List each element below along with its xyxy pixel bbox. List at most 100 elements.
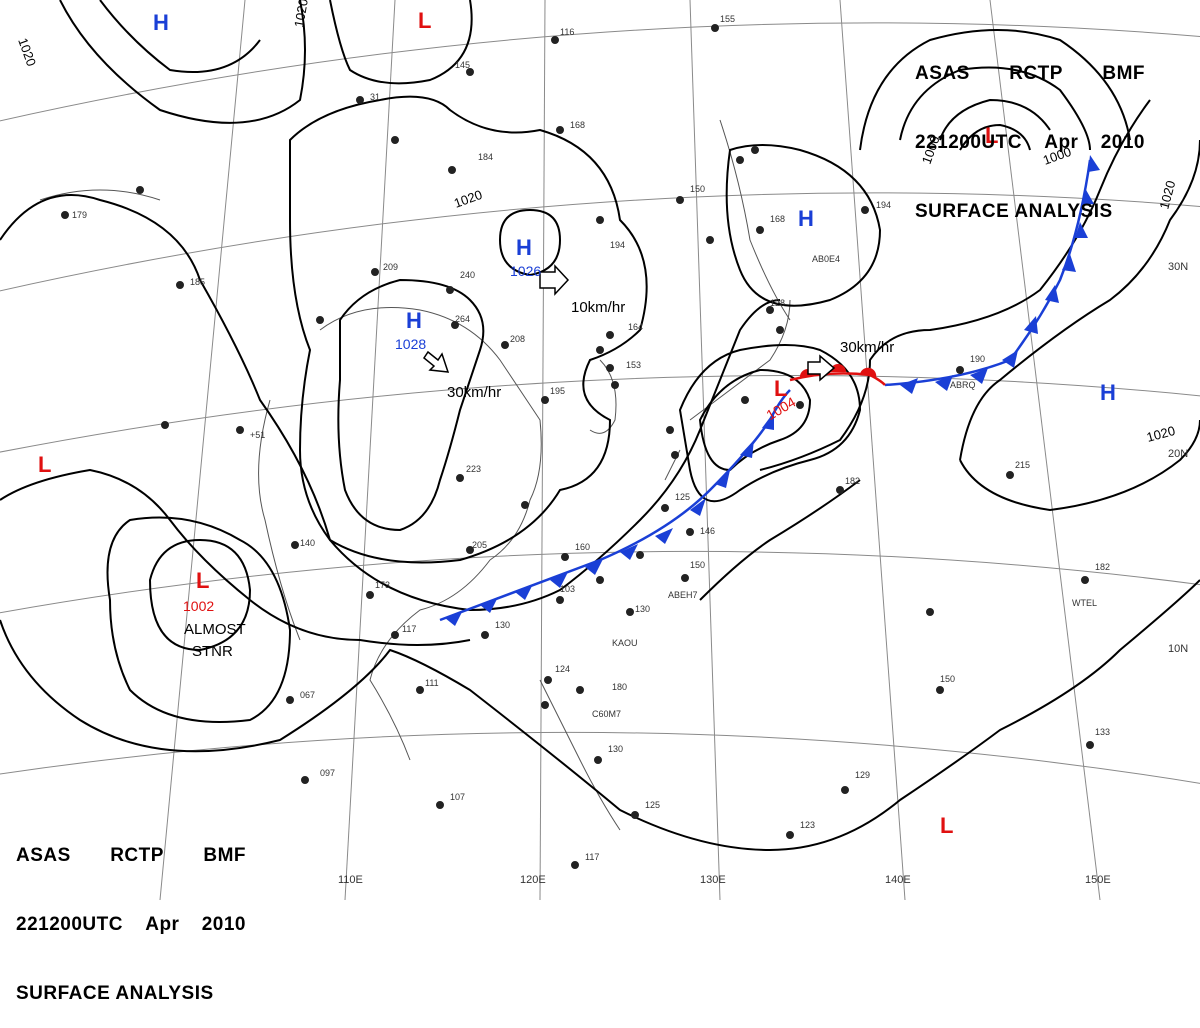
header-agency: ASAS	[16, 845, 71, 866]
svg-text:209: 209	[383, 262, 398, 272]
svg-text:205: 205	[472, 540, 487, 550]
header-month: Apr	[145, 914, 180, 935]
header-year: 2010	[1100, 132, 1145, 153]
movement-arrow	[539, 264, 570, 296]
stationary-note: STNR	[192, 643, 233, 660]
header-line-2: 221200UTC Apr 2010	[915, 131, 1145, 154]
movement-arrow	[807, 354, 836, 382]
header-time: 221200UTC	[915, 132, 1022, 153]
warm-front	[789, 364, 886, 386]
header-agency: ASAS	[915, 63, 970, 84]
header-month: Apr	[1044, 132, 1079, 153]
longitude-grid	[159, 0, 1101, 900]
longitude-label: 150E	[1085, 874, 1111, 886]
svg-text:133: 133	[1095, 727, 1110, 737]
station-id: WTEL	[1072, 598, 1097, 608]
svg-text:117: 117	[402, 624, 416, 634]
svg-text:195: 195	[550, 386, 565, 396]
pressure-value: 1002	[183, 598, 214, 614]
low-pressure-label: L	[940, 813, 953, 838]
header-year: 2010	[201, 914, 246, 935]
weather-map: 155 116 145 31 184 168 194 150 168 194 179 185 2…	[0, 0, 1200, 900]
svg-text:116: 116	[560, 27, 574, 37]
svg-text:129: 129	[855, 770, 870, 780]
header-line-2: 221200UTC Apr 2010	[16, 913, 246, 936]
movement-arrows	[422, 264, 836, 382]
svg-text:208: 208	[510, 334, 525, 344]
svg-text:150: 150	[690, 560, 705, 570]
station-id: ABRQ	[950, 380, 976, 390]
station-plots	[61, 24, 1094, 869]
low-pressure-label: L	[38, 452, 51, 477]
isobar-label: 1020	[291, 0, 311, 29]
isobars	[0, 0, 1200, 852]
high-pressure-label: H	[516, 235, 532, 260]
svg-text:264: 264	[455, 314, 470, 324]
header-code: BMF	[203, 845, 246, 866]
svg-text:130: 130	[608, 744, 623, 754]
svg-text:155: 155	[720, 14, 735, 24]
movement-label: 30km/hr	[447, 384, 501, 401]
station-id: C60M7	[592, 709, 621, 719]
svg-text:173: 173	[375, 580, 390, 590]
svg-text:150: 150	[940, 674, 955, 684]
svg-text:168: 168	[770, 214, 785, 224]
svg-text:111: 111	[425, 678, 439, 688]
movement-arrow	[422, 350, 450, 373]
svg-text:194: 194	[610, 240, 625, 250]
pressure-systems: H L H 1026 H 1028 L 1002 L L 1004 H L H …	[38, 8, 1116, 838]
svg-text:+51: +51	[250, 430, 265, 440]
latitude-label: 20N	[1168, 448, 1188, 460]
svg-text:125: 125	[675, 492, 690, 502]
longitude-label: 130E	[700, 874, 726, 886]
svg-text:182: 182	[1095, 562, 1110, 572]
chart-header-bottom: ASAS RCTP BMF 221200UTC Apr 2010 SURFACE…	[16, 798, 246, 1028]
high-pressure-label: H	[1100, 380, 1116, 405]
high-pressure-label: H	[798, 206, 814, 231]
low-pressure-label: L	[418, 8, 431, 33]
svg-text:146: 146	[700, 526, 715, 536]
header-title: SURFACE ANALYSIS	[16, 983, 214, 1004]
station-values: 155 116 145 31 184 168 194 150 168 194 179 185 2…	[72, 14, 1110, 862]
pressure-value: 1026	[510, 263, 541, 279]
svg-text:125: 125	[645, 800, 660, 810]
svg-text:153: 153	[626, 360, 641, 370]
movement-label: 30km/hr	[840, 339, 894, 356]
coordinate-labels: 110E 120E 130E 140E 150E 30N 20N 10N	[338, 261, 1188, 886]
pressure-value: 1028	[395, 336, 426, 352]
svg-text:124: 124	[555, 664, 570, 674]
svg-text:103: 103	[560, 584, 575, 594]
svg-text:179: 179	[72, 210, 87, 220]
svg-text:123: 123	[800, 820, 815, 830]
low-pressure-label: L	[985, 123, 998, 148]
low-pressure-label: L	[774, 376, 787, 401]
isobar-label: 1020	[1156, 179, 1178, 211]
svg-text:107: 107	[450, 792, 465, 802]
header-line-1: ASAS RCTP BMF	[915, 62, 1145, 85]
low-pressure-label: L	[196, 568, 209, 593]
svg-text:150: 150	[690, 184, 705, 194]
svg-text:190: 190	[970, 354, 985, 364]
isobar-label: 1020	[1145, 423, 1177, 445]
longitude-label: 110E	[338, 874, 363, 886]
cold-front	[439, 155, 1100, 626]
header-code: BMF	[1102, 63, 1145, 84]
svg-text:31: 31	[370, 92, 380, 102]
svg-text:185: 185	[190, 277, 205, 287]
header-title: SURFACE ANALYSIS	[915, 201, 1113, 222]
svg-text:180: 180	[612, 682, 627, 692]
station-ids: AB0E4 ABRQ KAOU ABEH7 C60M7 WTEL	[592, 254, 1097, 719]
svg-text:145: 145	[455, 60, 470, 70]
high-pressure-label: H	[153, 10, 169, 35]
svg-text:182: 182	[845, 476, 860, 486]
svg-text:130: 130	[635, 604, 650, 614]
svg-text:164: 164	[628, 322, 643, 332]
latitude-label: 30N	[1168, 261, 1188, 273]
latitude-label: 10N	[1168, 643, 1188, 655]
svg-text:097: 097	[320, 768, 335, 778]
svg-text:117: 117	[585, 852, 599, 862]
high-pressure-label: H	[406, 308, 422, 333]
header-line-1: ASAS RCTP BMF	[16, 844, 246, 867]
station-id: ABEH7	[668, 590, 698, 600]
chart-header-top: ASAS RCTP BMF 221200UTC Apr 2010 SURFACE…	[915, 16, 1145, 246]
